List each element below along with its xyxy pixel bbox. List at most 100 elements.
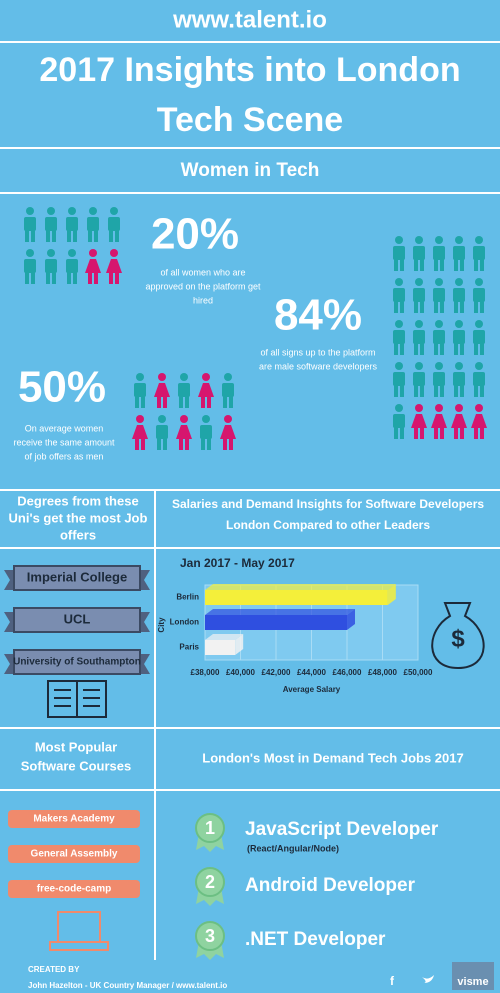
body (220, 425, 236, 439)
bar-top (205, 609, 355, 615)
male-icon (473, 236, 485, 271)
leg (201, 438, 205, 450)
leg (31, 272, 35, 284)
male-icon (200, 415, 212, 450)
male-icon (433, 362, 445, 397)
body (45, 259, 57, 273)
leg (394, 259, 398, 271)
leg (454, 385, 458, 397)
male-icon (178, 373, 190, 408)
body (473, 288, 485, 302)
body (134, 383, 146, 397)
body (66, 259, 78, 273)
title: 2017 Insights into London (39, 51, 460, 89)
leg (394, 301, 398, 313)
body (393, 372, 405, 386)
x-tick-label: £38,000 (191, 668, 220, 677)
leg (157, 438, 161, 450)
head (475, 320, 483, 328)
leg (73, 230, 77, 242)
leg (420, 343, 424, 355)
stat-text: of all women who are (160, 267, 245, 277)
body (132, 425, 148, 439)
male-icon (87, 207, 99, 242)
male-icon (156, 415, 168, 450)
bar-top (205, 634, 244, 640)
body (45, 217, 57, 231)
facebook-icon[interactable]: f (390, 974, 395, 988)
female-icon (220, 415, 236, 450)
head (136, 373, 144, 381)
male-icon (433, 320, 445, 355)
leg (480, 427, 484, 439)
male-icon (473, 320, 485, 355)
head (475, 362, 483, 370)
leg (229, 396, 233, 408)
stat-text: hired (193, 295, 213, 305)
leg (52, 230, 56, 242)
head (395, 362, 403, 370)
book-icon (47, 680, 107, 718)
male-icon (453, 320, 465, 355)
body (24, 259, 36, 273)
body (156, 425, 168, 439)
body (473, 372, 485, 386)
leg (414, 343, 418, 355)
leg (460, 427, 464, 439)
course-tag (8, 880, 140, 898)
leg (25, 272, 29, 284)
male-icon (66, 249, 78, 284)
head (415, 278, 423, 286)
female-icon (451, 404, 467, 439)
head (47, 249, 55, 257)
job-title: Android Developer (245, 875, 416, 896)
x-tick-label: £42,000 (262, 668, 291, 677)
head (455, 362, 463, 370)
male-icon (393, 236, 405, 271)
body (433, 372, 445, 386)
leg (440, 343, 444, 355)
rank: 3 (205, 926, 215, 946)
stat-value: 20% (151, 210, 239, 259)
leg (414, 259, 418, 271)
body (411, 414, 427, 428)
university: UCL (64, 611, 91, 626)
leg (141, 396, 145, 408)
female-icon (431, 404, 447, 439)
head (395, 404, 403, 412)
body (453, 246, 465, 260)
male-icon (473, 278, 485, 313)
leg (480, 301, 484, 313)
head (202, 415, 210, 423)
x-axis-label: Average Salary (283, 685, 341, 694)
leg (454, 301, 458, 313)
twitter-icon[interactable] (422, 975, 434, 983)
course: General Assembly (31, 849, 118, 860)
university-banner (13, 649, 141, 675)
head (224, 415, 232, 423)
body (473, 330, 485, 344)
title: Tech Scene (157, 101, 343, 139)
leg (434, 427, 438, 439)
leg (420, 259, 424, 271)
leg (52, 272, 56, 284)
head (26, 207, 34, 215)
male-icon (413, 320, 425, 355)
leg (109, 272, 113, 284)
male-icon (453, 236, 465, 271)
x-tick-label: £46,000 (333, 668, 362, 677)
leg (141, 438, 145, 450)
leg (135, 438, 139, 450)
rank: 2 (205, 872, 215, 892)
head (395, 236, 403, 244)
section-heading: Uni's get the most Job (9, 510, 148, 525)
bar-side (235, 634, 244, 655)
head (202, 373, 210, 381)
y-tick-label: Paris (179, 643, 199, 652)
leg (25, 230, 29, 242)
badge (195, 813, 225, 843)
male-icon (393, 362, 405, 397)
section-heading: London's Most in Demand Tech Jobs 2017 (202, 750, 463, 765)
head (415, 320, 423, 328)
leg (179, 438, 183, 450)
